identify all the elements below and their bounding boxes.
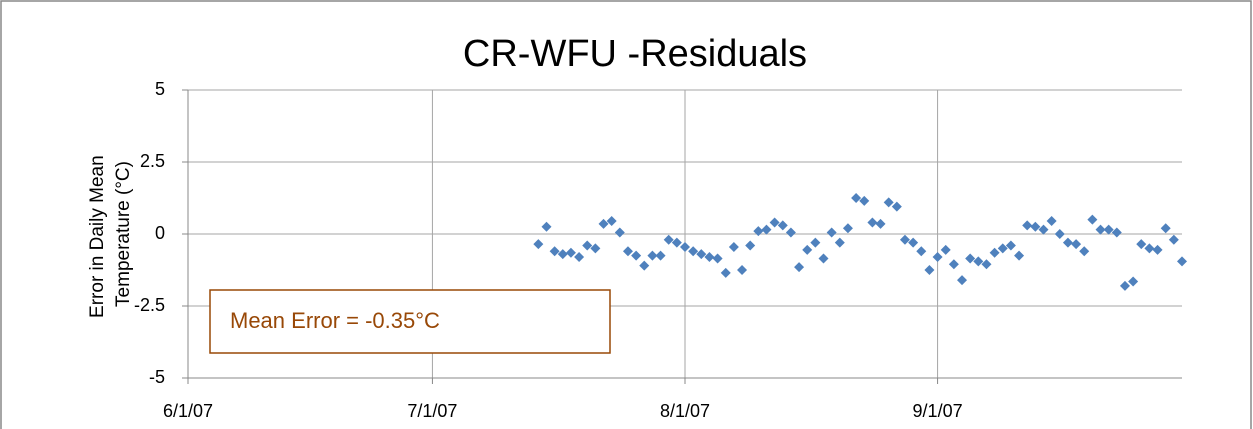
y-tick-label: 0: [155, 223, 165, 243]
point: [549, 246, 560, 257]
point: [565, 247, 576, 258]
point: [859, 195, 870, 206]
y-tick-label: 5: [155, 79, 165, 99]
chart-title: CR-WFU -Residuals: [463, 33, 807, 75]
y-axis-label: Error in Daily Mean Temperature (°C): [87, 150, 134, 318]
point: [606, 216, 617, 227]
point: [761, 224, 772, 235]
annotation: Mean Error = -0.35°C: [230, 308, 440, 333]
point: [745, 240, 756, 251]
point: [655, 250, 666, 261]
point: [851, 193, 862, 203]
point: [1005, 240, 1016, 251]
point: [769, 217, 780, 228]
point: [1054, 229, 1065, 239]
point: [1111, 227, 1122, 238]
point: [631, 250, 642, 261]
point: [753, 226, 764, 237]
point: [598, 218, 609, 229]
point: [1079, 246, 1090, 257]
point: [622, 246, 633, 257]
point: [818, 253, 829, 264]
point: [794, 262, 805, 273]
point: [883, 197, 894, 208]
point: [574, 252, 585, 263]
point: [940, 244, 951, 255]
point: [639, 260, 650, 271]
point: [590, 243, 601, 254]
point: [908, 237, 919, 248]
point: [728, 241, 739, 252]
point: [582, 240, 593, 251]
point: [777, 220, 788, 231]
point: [1128, 276, 1139, 287]
point: [867, 217, 878, 228]
point: [663, 234, 674, 245]
y-tick-label: 2.5: [140, 151, 165, 171]
point: [1071, 239, 1082, 250]
point: [1095, 224, 1106, 235]
y-axis-label-line: Error in Daily Mean: [87, 155, 108, 318]
point: [704, 252, 715, 263]
point: [957, 275, 968, 286]
point: [899, 234, 910, 245]
point: [916, 246, 927, 257]
point: [1160, 223, 1171, 234]
point: [680, 241, 690, 252]
point: [1087, 214, 1098, 225]
point: [1022, 220, 1033, 231]
point: [875, 218, 886, 229]
x-tick-label: 8/1/07: [660, 401, 710, 421]
point: [826, 227, 837, 238]
point: [712, 253, 723, 264]
point: [671, 237, 682, 248]
point: [1103, 224, 1114, 235]
point: [533, 239, 544, 250]
point: [842, 223, 853, 234]
y-tick-label: -5: [149, 367, 165, 387]
point: [932, 252, 943, 263]
point: [1152, 244, 1163, 255]
point: [688, 246, 699, 257]
annotation-box: [209, 289, 611, 354]
point: [1144, 243, 1155, 254]
point: [1168, 234, 1179, 245]
point: [981, 259, 992, 270]
point: [647, 250, 658, 261]
point: [1038, 224, 1049, 235]
point: [1119, 280, 1130, 291]
point: [1046, 216, 1057, 227]
point: [973, 256, 984, 267]
point: [989, 247, 1000, 258]
x-tick-label: 7/1/07: [407, 401, 457, 421]
point: [1014, 250, 1025, 261]
point: [810, 237, 821, 248]
point: [696, 249, 707, 260]
point: [1177, 256, 1187, 267]
point: [802, 244, 813, 255]
point: [924, 265, 935, 275]
point: [948, 259, 959, 270]
point: [720, 267, 731, 278]
y-axis-label-line: Temperature (°C): [113, 161, 134, 307]
point: [557, 249, 568, 260]
point: [1136, 239, 1147, 250]
y-tick-label: -2.5: [134, 295, 165, 315]
point: [1030, 221, 1041, 232]
point: [737, 265, 748, 275]
x-tick-label: 9/1/07: [913, 401, 963, 421]
point: [891, 201, 902, 212]
point: [785, 227, 796, 238]
point: [1062, 237, 1073, 248]
point: [965, 253, 976, 264]
point: [541, 221, 552, 232]
point: [614, 227, 625, 238]
point: [834, 237, 845, 248]
point: [997, 243, 1008, 254]
x-tick-label: 6/1/07: [163, 401, 213, 421]
